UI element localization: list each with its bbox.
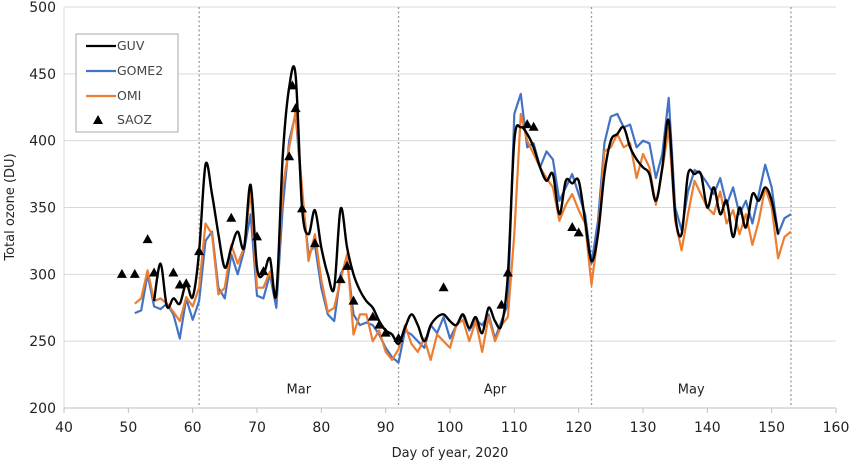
saoz-point [194,246,205,256]
legend: GUV GOME2 OMI SAOZ [75,33,179,133]
y-tick-label: 500 [29,0,56,16]
saoz-point [149,267,160,277]
saoz-point [335,274,346,284]
y-tick-label: 450 [29,67,56,83]
x-tick-label: 100 [437,420,464,436]
series-line-omi [134,110,792,361]
x-tick-label: 80 [312,420,330,436]
legend-box [75,33,179,133]
x-tick-label: 60 [184,420,202,436]
saoz-point [181,278,192,288]
saoz-point [567,222,578,232]
saoz-point [309,238,320,248]
axes: 200 250 300 350 400 450 500 40 50 60 70 80 90 100 110 1… [29,0,849,436]
x-tick-label: 150 [758,420,785,436]
y-tick-label: 350 [29,201,56,217]
x-tick-label: 40 [55,420,73,436]
series-layer [134,65,792,364]
saoz-point [287,80,298,90]
y-axis-label: Total ozone (DU) [3,153,18,261]
legend-label-guv: GUV [117,38,145,53]
y-tick-label: 300 [29,267,56,283]
y-tick-label: 200 [29,401,56,417]
y-tick-label: 250 [29,334,56,350]
saoz-point [348,295,359,305]
x-tick-label: 160 [823,420,850,436]
saoz-point [342,260,353,270]
saoz-point [116,268,127,278]
x-tick-label: 140 [694,420,721,436]
legend-label-gome2: GOME2 [117,63,163,78]
month-label-mar: Mar [287,382,312,397]
saoz-point [496,299,507,309]
legend-swatch-saoz [93,115,103,124]
saoz-point [284,151,295,161]
legend-label-omi: OMI [117,88,141,103]
gridlines [64,6,836,342]
saoz-point [438,282,449,292]
x-tick-label: 50 [119,420,137,436]
saoz-point [129,268,140,278]
saoz-point [573,227,584,237]
legend-label-saoz: SAOZ [117,112,152,127]
saoz-point [528,121,539,131]
month-label-may: May [678,382,705,397]
saoz-point [142,234,153,244]
x-axis-label: Day of year, 2020 [392,446,509,461]
saoz-point [380,327,391,337]
y-tick-label: 400 [29,134,56,150]
saoz-point [393,332,404,342]
saoz-point [168,267,179,277]
saoz-point [258,266,269,276]
month-label-apr: Apr [484,382,507,397]
saoz-point [374,319,385,329]
saoz-point [226,212,237,222]
x-tick-label: 120 [565,420,592,436]
saoz-point [522,119,533,129]
series-line-guv [152,65,780,346]
saoz-point [290,103,301,113]
x-tick-label: 70 [248,420,266,436]
saoz-point [367,311,378,321]
x-tick-label: 90 [377,420,395,436]
saoz-point [502,267,513,277]
x-tick-label: 110 [501,420,528,436]
saoz-point [297,203,308,213]
x-tick-label: 130 [630,420,657,436]
saoz-markers [116,80,584,342]
saoz-point [252,231,262,241]
